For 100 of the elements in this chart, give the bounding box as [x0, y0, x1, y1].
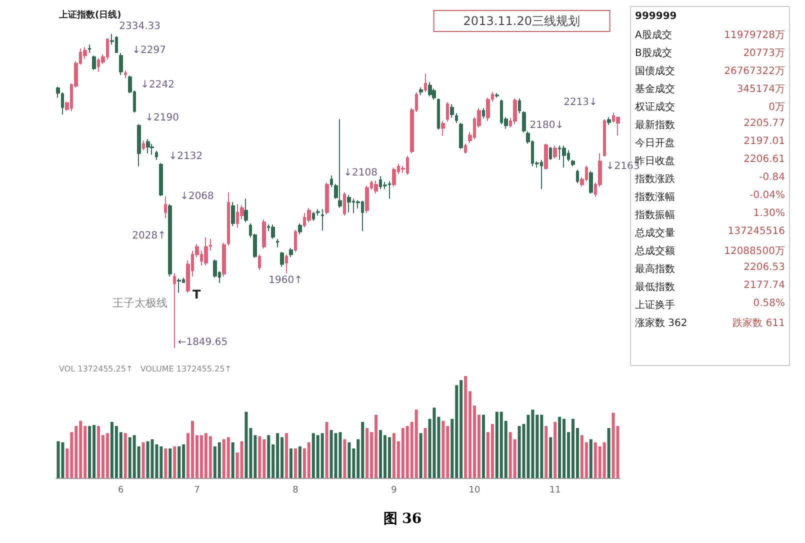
text: 2197.01	[742, 136, 785, 149]
bar	[240, 441, 244, 478]
candlestick	[325, 182, 329, 215]
text: 指数涨幅	[635, 190, 676, 204]
bar	[226, 437, 230, 478]
candlestick	[518, 98, 521, 114]
bar	[482, 414, 485, 478]
bar	[298, 446, 302, 478]
bar	[424, 428, 427, 478]
candlestick	[271, 224, 275, 240]
bar	[218, 442, 221, 478]
candlestick	[177, 278, 181, 294]
text: 2177.74	[742, 280, 785, 293]
text: 12088500万	[723, 245, 785, 258]
candlestick	[513, 98, 517, 125]
bar	[146, 441, 150, 478]
candlestick	[312, 211, 315, 222]
candlestick	[419, 86, 423, 96]
bar	[602, 442, 606, 478]
bar	[442, 420, 445, 478]
candlestick	[544, 143, 548, 170]
candlestick	[280, 251, 284, 268]
annotation: ↓2108	[344, 168, 378, 179]
x-tick-label: 8	[292, 486, 299, 496]
candlestick	[338, 118, 342, 208]
candlestick	[607, 116, 611, 126]
candlestick	[204, 237, 208, 266]
text: 指数振幅	[635, 208, 676, 222]
candlestick	[168, 203, 172, 278]
text: 137245516	[726, 226, 785, 239]
text: 最新指数	[635, 118, 676, 132]
bar	[589, 439, 592, 478]
bar	[325, 422, 328, 478]
text: -0.84	[758, 172, 785, 185]
candlestick	[437, 98, 440, 130]
candlestick	[56, 86, 60, 98]
bar	[464, 376, 468, 478]
text: 20773万	[742, 47, 785, 60]
bar	[178, 446, 181, 478]
bar	[549, 437, 552, 478]
text: 2205.77	[742, 118, 785, 131]
candlestick	[616, 116, 620, 136]
bar	[607, 428, 610, 478]
bar	[88, 426, 92, 478]
bar	[554, 422, 557, 478]
bar	[244, 412, 248, 478]
text: 基金成交	[635, 82, 676, 96]
candlestick	[137, 124, 141, 167]
x-tick-label: 6	[118, 486, 124, 496]
candlestick	[262, 219, 266, 250]
text: 26767322万	[723, 65, 785, 78]
bar	[97, 426, 100, 478]
text: 总成交量	[635, 226, 676, 240]
candlestick	[392, 167, 396, 187]
x-tick-label: 7	[194, 486, 200, 496]
candlestick	[222, 242, 226, 278]
candlestick	[142, 140, 145, 151]
bar	[343, 439, 346, 478]
bar	[558, 416, 562, 478]
candlestick	[119, 52, 123, 76]
annotation: 2028↑	[132, 230, 166, 242]
annotation: ↓2068	[180, 190, 214, 202]
candlestick	[374, 180, 378, 194]
candlestick	[227, 192, 230, 246]
bar	[142, 442, 145, 478]
bar	[334, 433, 338, 478]
candlestick	[285, 254, 288, 274]
text: 2206.61	[742, 154, 785, 167]
text: 今日开盘	[635, 137, 676, 150]
candlestick	[155, 150, 158, 160]
x-tick-label: 9	[391, 486, 398, 496]
candlestick	[482, 108, 485, 119]
chart-subtitle: 2013.11.20三线规划	[463, 14, 580, 28]
text: 国债成交	[635, 64, 676, 78]
bar	[173, 446, 176, 478]
candlestick	[316, 208, 320, 216]
candlestick	[571, 159, 575, 167]
candlestick	[92, 55, 96, 70]
chart-title: 上证指数(日线)	[58, 10, 122, 20]
text: 最低指数	[635, 280, 676, 294]
candlestick	[441, 120, 445, 136]
candlestick	[522, 110, 526, 134]
text: -0.04%	[748, 190, 785, 203]
bar	[388, 437, 391, 478]
candlestick	[231, 202, 235, 226]
text: 345174万	[736, 83, 785, 96]
candlestick	[428, 82, 432, 97]
candlestick	[321, 208, 324, 232]
text: 权证成交	[635, 100, 676, 114]
text: 2206.53	[742, 262, 785, 275]
text: VOL 1372455.25↑ VOLUME 1372455.25↑	[59, 364, 232, 374]
bar	[124, 433, 127, 478]
text: 上证换手	[635, 298, 676, 312]
bar	[414, 410, 418, 478]
annotation: T	[192, 288, 202, 302]
text: 指数涨跌	[635, 172, 676, 186]
candlestick	[562, 145, 566, 168]
candlestick	[464, 143, 467, 154]
candlestick	[553, 145, 557, 160]
bar	[56, 441, 60, 478]
